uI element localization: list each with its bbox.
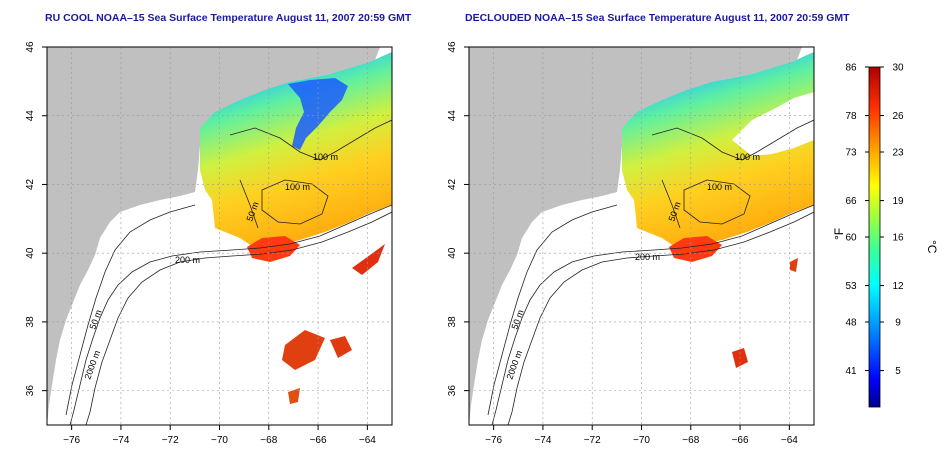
right-map-warm-slope <box>669 236 722 262</box>
right-map-contour-bank <box>683 179 751 225</box>
right-map-lon-tick-label: −66 <box>732 435 749 446</box>
right-map-lon-tick-label: −76 <box>485 435 502 446</box>
left-map-lon-tick-label: −70 <box>211 435 228 446</box>
colorbar-c-tick-label: 9 <box>895 318 901 329</box>
left-map-contour-50m-nearshore <box>65 204 196 416</box>
colorbar-c-tick-label: 16 <box>892 233 904 244</box>
left-map-axes: −76 −74 −72 −70 −68 −66 −64 36 38 40 42 44 46 <box>25 41 376 446</box>
left-contour-label-100m-a: 100 m <box>313 152 338 162</box>
right-map-contour-50m-nearshore <box>487 204 618 416</box>
colorbar-c-tick-label: 19 <box>892 196 904 207</box>
colorbar-c-label: °C <box>925 240 939 254</box>
left-map-warm-patch-1 <box>352 244 385 275</box>
left-map-warm-patch-4 <box>288 388 300 404</box>
left-map-land <box>47 47 380 425</box>
colorbar-f-tick-label: 41 <box>845 366 857 377</box>
right-map-axes: −76 −74 −72 −70 −68 −66 −64 36 38 40 42 44 46 <box>447 41 798 446</box>
right-map-lat-tick-label: 40 <box>447 247 458 259</box>
right-map-lon-tick-label: −72 <box>584 435 601 446</box>
colorbar-f-tick-label: 86 <box>845 63 857 74</box>
right-panel-title: DECLOUDED NOAA–15 Sea Surface Temperatur… <box>465 12 850 24</box>
left-map-lon-tick-label: −76 <box>63 435 80 446</box>
right-map-warm-patch-2 <box>790 258 798 272</box>
colorbar-f-label: °F <box>832 228 846 240</box>
right-map-lat-tick-label: 46 <box>447 41 458 53</box>
right-map-lon-tick-label: −74 <box>534 435 551 446</box>
left-map-lat-tick-label: 44 <box>25 110 36 122</box>
left-map: 100 m 100 m 50 m 200 m 50 m 2000 m −76 −7… <box>25 41 393 446</box>
right-map-lat-tick-label: 38 <box>447 316 458 328</box>
right-map-contour-2000m <box>507 211 814 425</box>
right-map-contour-100m <box>651 119 814 161</box>
right-map-contour-50m-bank <box>661 179 681 229</box>
colorbar-f-tick-label: 53 <box>845 281 857 292</box>
right-map-lon-tick-label: −70 <box>633 435 650 446</box>
left-panel-title: RU COOL NOAA–15 Sea Surface Temperature … <box>45 12 412 24</box>
right-map-lat-tick-label: 44 <box>447 110 458 122</box>
left-contour-label-100m-b: 100 m <box>285 182 310 192</box>
left-map-lat-tick-label: 40 <box>25 247 36 259</box>
colorbar-c-tick-label: 5 <box>895 366 901 377</box>
colorbar-c-tick-label: 12 <box>892 281 904 292</box>
left-map-lat-tick-label: 36 <box>25 385 36 397</box>
left-contour-label-200m: 200 m <box>175 255 200 265</box>
right-map-cloud-gap <box>732 92 814 156</box>
right-map-contour-200m <box>491 204 814 425</box>
right-map-lon-tick-label: −64 <box>781 435 798 446</box>
right-contour-label-100m-a: 100 m <box>735 152 760 162</box>
left-map-lon-tick-label: −74 <box>112 435 129 446</box>
left-map-contour-200m <box>69 204 392 425</box>
left-map-grid <box>47 46 392 425</box>
left-map-contour-bank <box>261 179 329 225</box>
right-map-lon-tick-label: −68 <box>682 435 699 446</box>
left-map-lon-tick-label: −66 <box>310 435 327 446</box>
right-contour-label-200m: 200 m <box>635 252 660 262</box>
left-map-lon-tick-label: −64 <box>359 435 376 446</box>
left-map-lat-tick-label: 38 <box>25 316 36 328</box>
right-map-lat-tick-label: 42 <box>447 178 458 190</box>
colorbar-f-tick-label: 73 <box>845 148 857 159</box>
colorbar-ticks: 30 86 26 78 23 73 19 66 16 60 12 53 9 48 5 41 <box>845 63 904 378</box>
left-map-lat-tick-label: 46 <box>25 41 36 53</box>
right-map-lat-tick-label: 36 <box>447 385 458 397</box>
colorbar-gradient <box>868 66 881 408</box>
left-map-warm-slope <box>247 236 300 262</box>
left-map-lat-tick-label: 42 <box>25 178 36 190</box>
colorbar-f-tick-label: 66 <box>845 196 857 207</box>
colorbar-f-tick-label: 78 <box>845 111 857 122</box>
left-map-warm-patch-2 <box>282 330 325 370</box>
colorbar-c-tick-label: 30 <box>892 63 904 74</box>
colorbar-c-tick-label: 26 <box>892 111 904 122</box>
right-map-grid <box>469 46 814 425</box>
left-map-lon-tick-label: −68 <box>260 435 277 446</box>
colorbar: 30 86 26 78 23 73 19 66 16 60 12 53 9 48 5 41 °F °C <box>832 63 939 408</box>
right-map: 100 m 100 m 50 m 200 m 50 m 2000 m −76 −7… <box>447 41 815 446</box>
right-contour-label-100m-b: 100 m <box>707 182 732 192</box>
right-map-land <box>469 47 802 425</box>
left-map-cold-gulf <box>288 78 348 150</box>
colorbar-f-tick-label: 48 <box>845 318 857 329</box>
colorbar-c-tick-label: 23 <box>892 148 904 159</box>
left-map-warm-patch-3 <box>330 336 352 358</box>
colorbar-f-tick-label: 60 <box>845 233 857 244</box>
left-map-contour-100m <box>229 119 392 161</box>
left-map-contour-50m-bank <box>239 179 259 229</box>
left-map-lon-tick-label: −72 <box>162 435 179 446</box>
left-map-contour-2000m <box>85 211 392 425</box>
